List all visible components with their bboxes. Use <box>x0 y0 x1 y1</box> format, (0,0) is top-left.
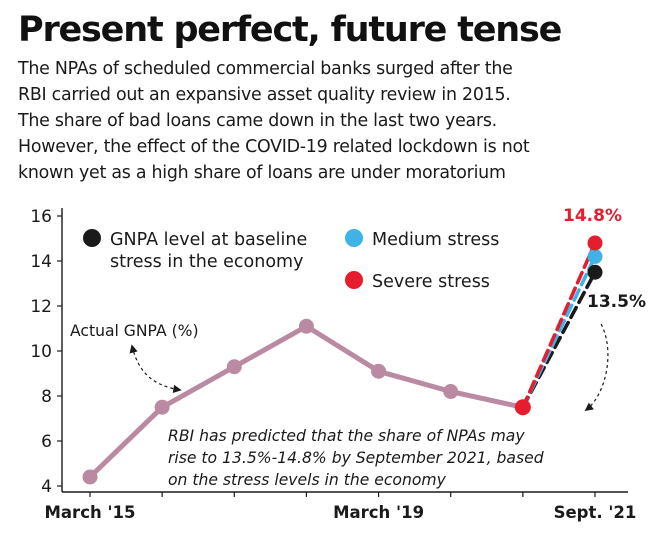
legend-label-baseline: stress in the economy <box>110 252 303 272</box>
actual-gnpa-point <box>298 318 314 334</box>
legend-marker-medium <box>345 229 363 247</box>
legend-marker-baseline <box>83 229 101 247</box>
actual-label-arrow <box>129 344 182 394</box>
chart-axes: 4 6 8 10 12 14 16 March '15 March '19 Sept. '21 <box>30 207 636 522</box>
legend-label-baseline: GNPA level at baseline <box>110 230 307 250</box>
y-tick-label: 12 <box>30 297 52 317</box>
forecast-note-arrow <box>584 321 609 412</box>
forecast-note-line: on the stress levels in the economy <box>168 471 447 489</box>
projection-line <box>521 241 597 410</box>
actual-gnpa-point <box>371 363 387 379</box>
y-tick-label: 16 <box>30 207 52 227</box>
legend-label-severe: Severe stress <box>372 272 490 292</box>
subtitle-line: RBI carried out an expansive asset quali… <box>18 85 511 105</box>
y-tick-label: 14 <box>30 252 52 272</box>
actual-gnpa-point <box>226 359 242 375</box>
subtitle-line: The NPAs of scheduled commercial banks s… <box>18 59 513 79</box>
chart-subtitle: The NPAs of scheduled commercial banks s… <box>18 56 648 186</box>
subtitle-line: The share of bad loans came down in the … <box>18 111 497 131</box>
x-tick-label: March '19 <box>333 503 424 522</box>
actual-gnpa-point <box>82 469 98 485</box>
y-tick-label: 4 <box>41 477 52 497</box>
subtitle-line: However, the effect of the COVID-19 rela… <box>18 137 530 157</box>
y-tick-label: 8 <box>41 387 52 407</box>
forecast-note-line: RBI has predicted that the share of NPAs… <box>168 427 525 445</box>
actual-gnpa-point <box>154 399 170 415</box>
severe-end-point <box>587 235 603 251</box>
chart-title: Present perfect, future tense <box>18 10 562 50</box>
y-tick-label: 6 <box>41 432 52 452</box>
actual-series-label: Actual GNPA (%) <box>70 322 199 340</box>
legend: GNPA level at baseline stress in the eco… <box>83 229 499 292</box>
subtitle-line: known yet as a high share of loans are u… <box>18 163 506 183</box>
medium-end-point <box>587 249 603 264</box>
legend-label-medium: Medium stress <box>372 230 499 250</box>
x-tick-label: March '15 <box>45 503 136 522</box>
series-layer <box>82 235 603 485</box>
actual-gnpa-point <box>443 384 459 399</box>
legend-marker-severe <box>345 271 363 289</box>
baseline-end-point <box>587 264 603 280</box>
severe-value-label: 14.8% <box>563 206 622 226</box>
y-tick-label: 10 <box>30 342 52 362</box>
x-tick-label: Sept. '21 <box>554 503 637 522</box>
actual-gnpa-last-point <box>514 399 531 416</box>
baseline-value-label: 13.5% <box>587 292 646 312</box>
forecast-note-line: rise to 13.5%-14.8% by September 2021, b… <box>168 449 544 467</box>
